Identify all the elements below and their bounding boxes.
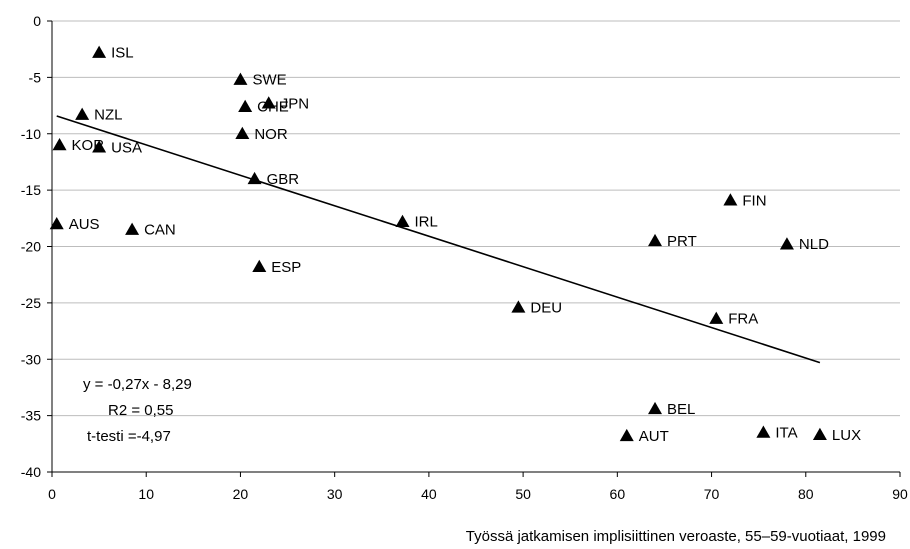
gridlines — [52, 20, 900, 417]
triangle-marker — [92, 45, 107, 58]
point-label: SWE — [252, 72, 286, 89]
point-label: ITA — [775, 425, 797, 442]
x-tick-label: 30 — [327, 486, 343, 502]
x-tick-label: 90 — [892, 486, 908, 502]
annotation-line: t-testi =-4,97 — [87, 428, 171, 445]
y-tick-label: -20 — [21, 239, 41, 255]
point-label: CAN — [144, 222, 176, 239]
x-tick-label: 80 — [798, 486, 814, 502]
triangle-marker — [648, 401, 663, 415]
x-tick-label: 60 — [610, 486, 626, 502]
point-label: CHE — [257, 99, 289, 116]
triangle-marker — [756, 425, 771, 438]
x-tick-label: 0 — [48, 486, 56, 502]
axes — [47, 20, 901, 477]
triangle-marker — [709, 311, 724, 324]
point-label: FRA — [728, 311, 758, 328]
triangle-marker — [511, 300, 526, 313]
triangle-marker — [75, 107, 90, 120]
point-label: NLD — [799, 236, 829, 253]
regression-annotation: y = -0,27x - 8,29 R2 = 0,55 t-testi =-4,97 — [83, 376, 192, 445]
point-label: AUS — [69, 216, 100, 233]
triangle-marker — [252, 259, 267, 273]
triangle-marker — [723, 193, 738, 206]
y-tick-label: -40 — [21, 464, 41, 480]
trendline-group — [56, 115, 821, 364]
annotation-line: R2 = 0,55 — [108, 402, 173, 419]
x-axis-title: Työssä jatkamisen implisiittinen veroast… — [466, 528, 886, 545]
x-tick-label: 50 — [515, 486, 531, 502]
point-label: AUT — [639, 428, 669, 445]
triangle-marker — [247, 171, 262, 185]
y-tick-label: -15 — [21, 182, 41, 198]
trendline — [56, 115, 821, 364]
point-label: JPN — [281, 95, 309, 112]
triangle-marker — [125, 222, 140, 235]
point-label: ISL — [111, 45, 134, 62]
y-tick-label: 0 — [33, 13, 41, 29]
triangle-marker — [238, 99, 253, 112]
y-tick-label: -35 — [21, 408, 41, 424]
y-tick-label: -10 — [21, 126, 41, 142]
point-label: GBR — [267, 171, 300, 188]
x-tick-label: 20 — [233, 486, 249, 502]
triangle-marker — [395, 214, 410, 227]
y-tick-label: -25 — [21, 295, 41, 311]
point-label: IRL — [415, 214, 438, 231]
triangle-marker — [92, 140, 107, 153]
point-label: NOR — [254, 126, 288, 143]
x-tick-label: 70 — [704, 486, 720, 502]
triangle-marker — [261, 96, 276, 109]
point-label: USA — [111, 139, 142, 156]
point-label: FIN — [742, 192, 766, 209]
y-tick-label: -5 — [29, 69, 42, 85]
point-label: ESP — [271, 259, 301, 276]
triangle-marker — [779, 237, 794, 250]
x-tick-label: 40 — [421, 486, 437, 502]
point-label: DEU — [530, 299, 562, 316]
tick-labels: 0 -5 -10 -15 -20 -25 -30 -35 -40 0 10 20 30 40 50 60 70 8… — [21, 13, 908, 502]
triangle-marker — [648, 233, 663, 247]
triangle-marker — [49, 216, 64, 230]
x-tick-label: 10 — [138, 486, 154, 502]
triangle-marker — [812, 427, 827, 441]
point-label: LUX — [832, 427, 861, 444]
annotation-line: y = -0,27x - 8,29 — [83, 376, 192, 393]
triangle-marker — [619, 428, 634, 442]
y-tick-label: -30 — [21, 351, 41, 367]
triangle-marker — [235, 126, 250, 139]
point-label: BEL — [667, 401, 695, 418]
point-label: PRT — [667, 233, 697, 250]
triangle-marker — [52, 138, 67, 151]
point-label: NZL — [94, 107, 122, 124]
triangle-marker — [233, 72, 248, 85]
